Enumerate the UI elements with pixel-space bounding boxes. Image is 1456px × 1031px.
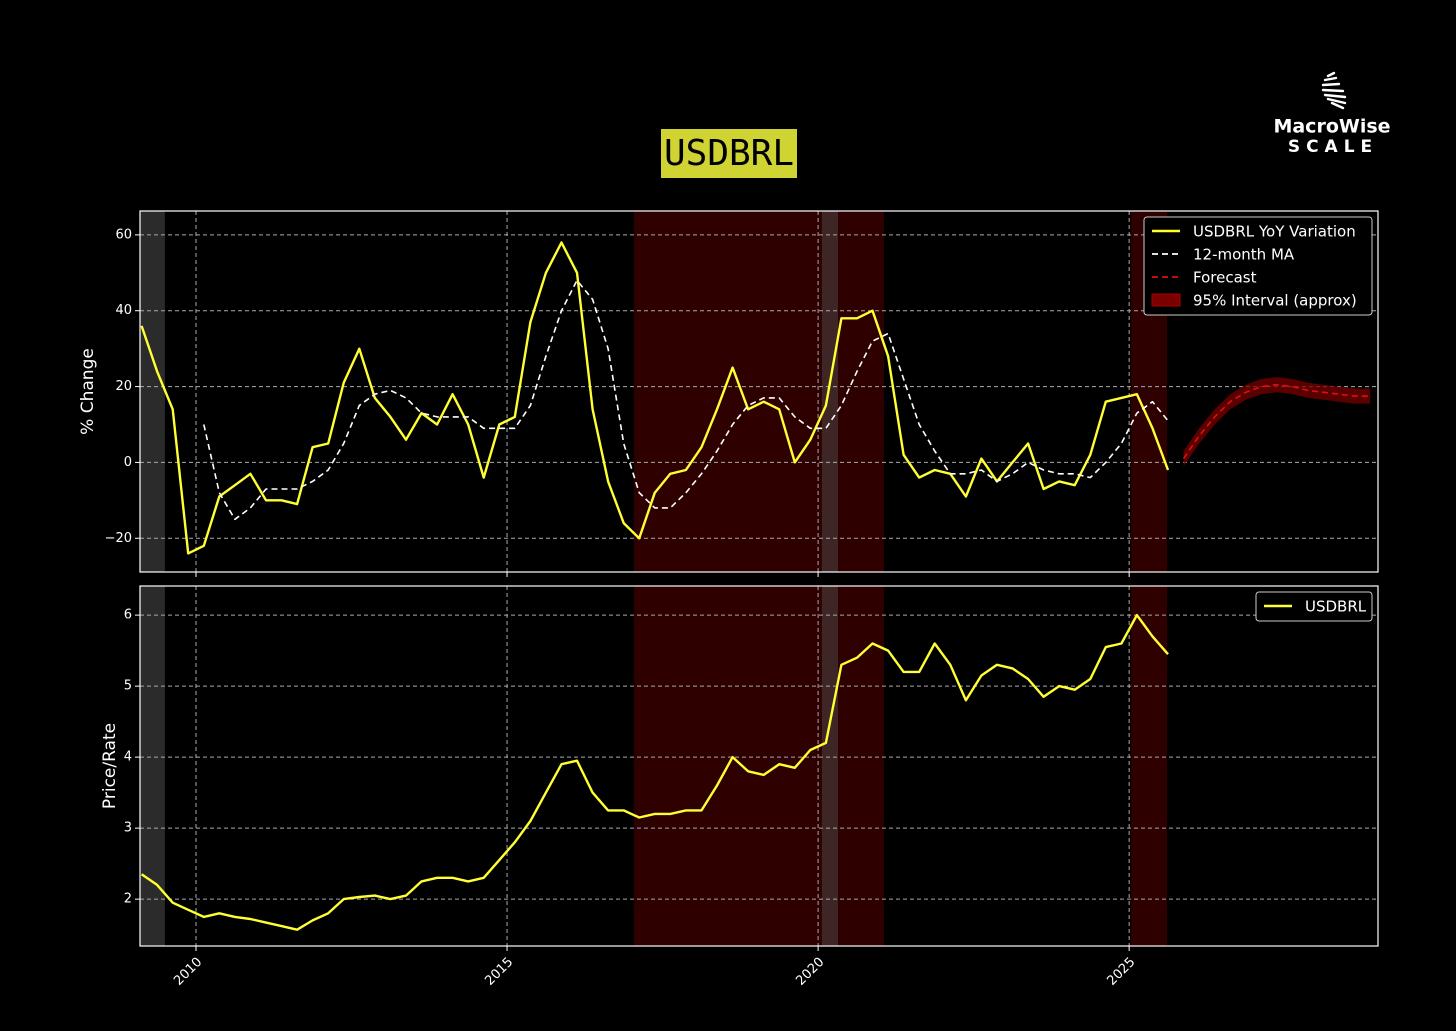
y-tick-label: 4 [124,750,132,765]
legend-box [1255,591,1373,622]
shaded-region [633,211,885,572]
legend-label: USDBRL [1305,598,1367,616]
shaded-region [140,586,165,946]
title-box [661,129,797,178]
legend-swatch [1151,293,1181,307]
legend-box [1143,216,1373,316]
y-tick-label: 40 [115,303,132,318]
logo-icon [1321,71,1347,110]
y-tick-label: 6 [124,608,132,623]
logo-name: MacroWise [1273,116,1390,138]
shaded-region [821,211,839,572]
series-group [140,241,1371,555]
series-group [140,613,1169,931]
axes-frame [139,210,1379,573]
y-tick-label: −20 [105,531,132,546]
y-tick-label: 3 [124,821,132,836]
y-tick-label: 0 [124,455,132,470]
y-axis-label: Price/Rate [100,723,120,809]
legend-label: Forecast [1193,269,1257,287]
shaded-region [821,586,839,946]
shaded-region [1131,586,1168,946]
y-tick-label: 60 [115,227,132,242]
shaded-region [140,211,165,572]
legend-label: USDBRL YoY Variation [1193,223,1356,241]
interval-band [1183,377,1371,467]
line-series [203,279,1169,521]
line-series [1182,383,1371,460]
y-axis-label: % Change [78,348,98,435]
chart-title: USDBRL [664,133,794,174]
plot-area [140,586,1378,946]
axes-frame [139,585,1379,947]
y-tick-label: 5 [124,679,132,694]
legend-label: 12-month MA [1193,246,1295,264]
legend-label: 95% Interval (approx) [1193,292,1357,310]
y-tick-label: 2 [124,892,132,907]
shaded-region [633,586,885,946]
logo-tagline: SCALE [1288,137,1378,157]
y-tick-label: 20 [115,379,132,394]
line-series [140,613,1169,931]
